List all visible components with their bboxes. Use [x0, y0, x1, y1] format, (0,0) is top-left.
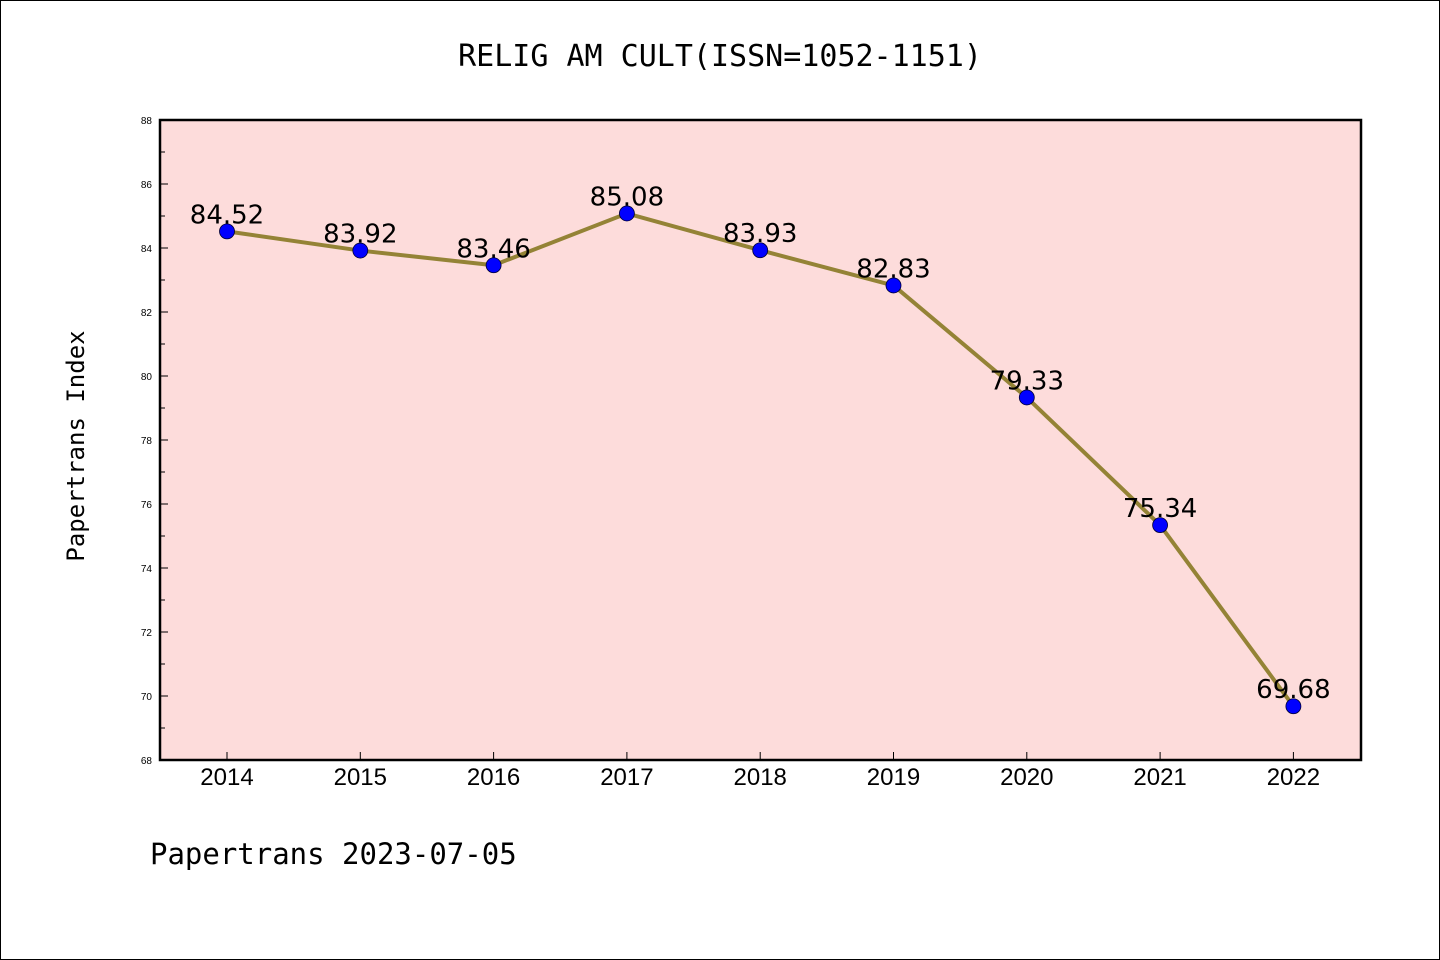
x-tick-label: 2017 [600, 764, 653, 791]
x-tick-label: 2019 [867, 764, 920, 791]
data-label: 83.93 [723, 219, 797, 249]
plot-area [160, 120, 1361, 760]
y-axis: 68 70 72 74 76 78 80 82 84 86 88 [141, 116, 168, 767]
data-labels: 84.52 83.92 83.46 85.08 83.93 82.83 79.33 75.34… [190, 182, 1331, 705]
data-point [219, 223, 235, 240]
x-tick-label: 2020 [1000, 764, 1053, 791]
y-tick-label: 84 [141, 244, 153, 255]
footer-text: Papertrans 2023-07-05 [150, 837, 517, 871]
data-label: 84.52 [190, 200, 264, 230]
data-point [485, 257, 502, 274]
y-tick-label: 76 [141, 500, 153, 511]
data-point [1018, 389, 1035, 406]
chart-title: RELIG AM CULT(ISSN=1052-1151) [458, 39, 982, 74]
data-label: 83.46 [456, 234, 530, 264]
data-point [885, 277, 902, 294]
data-point [352, 242, 369, 259]
data-label: 85.08 [590, 182, 664, 212]
data-markers [219, 205, 1302, 715]
plot-border [158, 118, 1363, 762]
data-point [1152, 517, 1168, 534]
y-tick-label: 70 [141, 692, 153, 703]
data-point [619, 205, 635, 222]
x-tick-label: 2021 [1133, 764, 1186, 791]
y-axis-label: Papertrans Index [62, 330, 90, 561]
y-tick-label: 88 [141, 116, 153, 127]
y-tick-label: 68 [141, 756, 153, 767]
y-tick-label: 82 [141, 308, 153, 319]
data-label: 69.68 [1256, 675, 1330, 705]
data-point [1285, 698, 1302, 715]
y-tick-label: 80 [141, 372, 153, 383]
y-tick-label: 72 [141, 628, 153, 639]
data-label: 79.33 [990, 366, 1064, 396]
x-tick-label: 2014 [200, 764, 253, 791]
x-tick-label: 2022 [1267, 764, 1320, 791]
y-tick-label: 86 [141, 180, 153, 191]
data-label: 83.92 [323, 220, 397, 250]
x-tick-label: 2018 [734, 764, 787, 791]
data-label: 82.83 [856, 254, 930, 284]
x-tick-label: 2015 [334, 764, 387, 791]
y-tick-label: 78 [141, 436, 153, 447]
data-point [752, 242, 769, 259]
x-tick-label: 2016 [467, 764, 520, 791]
x-axis: 2014 2015 2016 2017 2018 2019 2020 2021 2022 [200, 752, 1320, 791]
data-label: 75.34 [1123, 494, 1197, 524]
y-tick-label: 74 [141, 564, 153, 575]
